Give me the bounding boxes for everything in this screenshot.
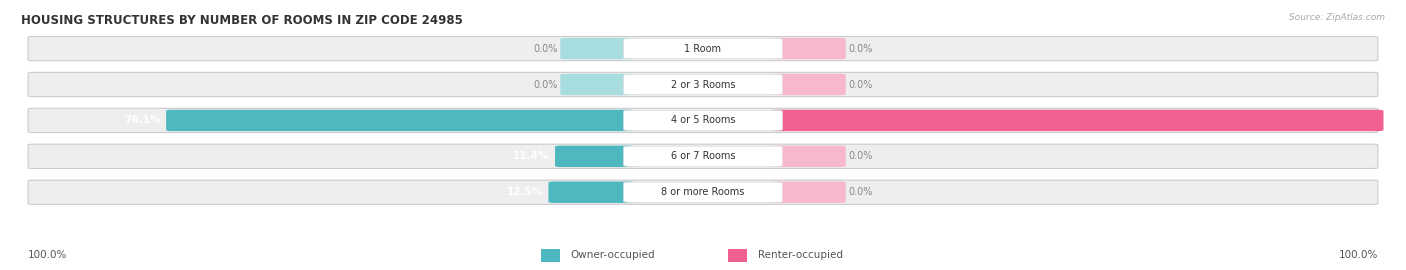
Text: 0.0%: 0.0% <box>849 187 873 197</box>
Text: 76.1%: 76.1% <box>124 115 160 126</box>
FancyBboxPatch shape <box>624 39 782 59</box>
Text: 1 Room: 1 Room <box>685 43 721 54</box>
Text: 12.5%: 12.5% <box>506 187 543 197</box>
FancyBboxPatch shape <box>561 74 636 95</box>
FancyBboxPatch shape <box>28 36 1378 61</box>
Text: 100.0%: 100.0% <box>1339 250 1378 260</box>
FancyBboxPatch shape <box>166 110 636 131</box>
Text: 0.0%: 0.0% <box>849 79 873 90</box>
Text: 0.0%: 0.0% <box>849 43 873 54</box>
Text: 100.0%: 100.0% <box>1389 115 1406 126</box>
Text: Renter-occupied: Renter-occupied <box>758 250 842 260</box>
FancyBboxPatch shape <box>28 144 1378 168</box>
FancyBboxPatch shape <box>624 146 782 166</box>
FancyBboxPatch shape <box>772 181 846 203</box>
FancyBboxPatch shape <box>541 249 560 262</box>
Text: 2 or 3 Rooms: 2 or 3 Rooms <box>671 79 735 90</box>
Text: 6 or 7 Rooms: 6 or 7 Rooms <box>671 151 735 161</box>
FancyBboxPatch shape <box>772 110 1384 131</box>
Text: 11.4%: 11.4% <box>513 151 550 161</box>
Text: 0.0%: 0.0% <box>533 79 558 90</box>
FancyBboxPatch shape <box>772 146 846 167</box>
Text: 0.0%: 0.0% <box>533 43 558 54</box>
Text: 100.0%: 100.0% <box>28 250 67 260</box>
Text: Owner-occupied: Owner-occupied <box>571 250 655 260</box>
FancyBboxPatch shape <box>728 249 747 262</box>
FancyBboxPatch shape <box>28 72 1378 97</box>
Text: 4 or 5 Rooms: 4 or 5 Rooms <box>671 115 735 126</box>
Text: Source: ZipAtlas.com: Source: ZipAtlas.com <box>1289 14 1385 22</box>
FancyBboxPatch shape <box>561 38 636 59</box>
FancyBboxPatch shape <box>555 146 636 167</box>
FancyBboxPatch shape <box>772 74 846 95</box>
FancyBboxPatch shape <box>624 75 782 94</box>
FancyBboxPatch shape <box>548 181 636 203</box>
FancyBboxPatch shape <box>624 110 782 130</box>
FancyBboxPatch shape <box>28 108 1378 133</box>
Text: HOUSING STRUCTURES BY NUMBER OF ROOMS IN ZIP CODE 24985: HOUSING STRUCTURES BY NUMBER OF ROOMS IN… <box>21 14 463 26</box>
FancyBboxPatch shape <box>28 180 1378 204</box>
FancyBboxPatch shape <box>624 182 782 202</box>
Text: 8 or more Rooms: 8 or more Rooms <box>661 187 745 197</box>
Text: 0.0%: 0.0% <box>849 151 873 161</box>
FancyBboxPatch shape <box>772 38 846 59</box>
